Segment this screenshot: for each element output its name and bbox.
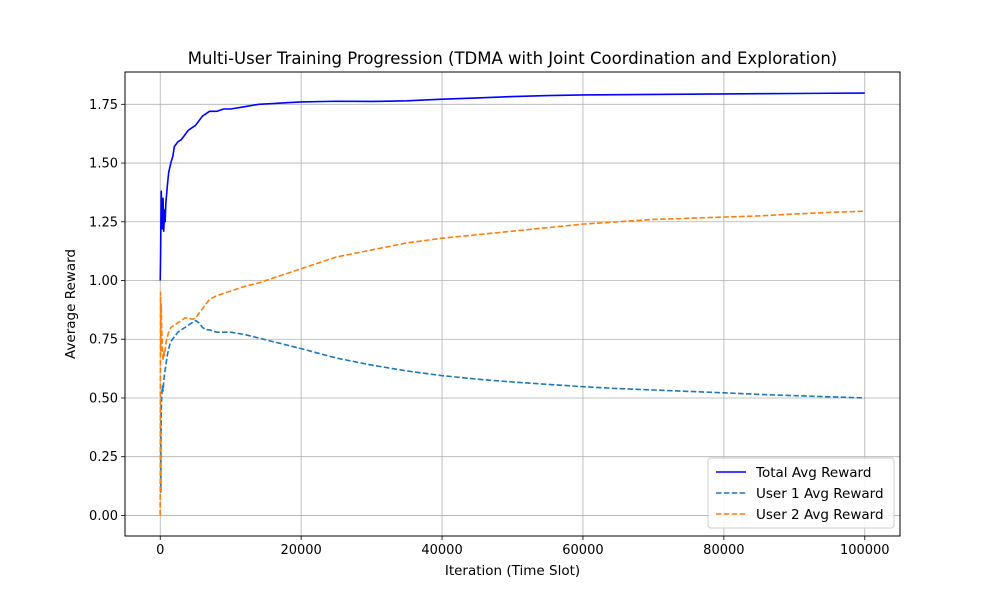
y-tick-label: 1.50 — [89, 157, 118, 172]
plot-frame — [124, 71, 901, 537]
y-tick-label: 0.00 — [89, 509, 118, 524]
x-tick-label: 40000 — [421, 543, 462, 558]
y-tick-label: 0.50 — [89, 391, 118, 406]
x-axis: 0 20000 40000 60000 80000 100000 — [156, 536, 890, 558]
x-tick-label: 100000 — [840, 543, 890, 558]
y-tick-label: 1.75 — [89, 98, 118, 113]
x-tick-label: 20000 — [280, 543, 321, 558]
y-axis: 0.00 0.25 0.50 0.75 1.00 1.25 1.50 1.75 — [89, 98, 125, 524]
x-tick-label: 60000 — [562, 543, 603, 558]
legend-label: Total Avg Reward — [755, 465, 871, 481]
chart-title: Multi-User Training Progression (TDMA wi… — [188, 49, 838, 68]
legend-label: User 1 Avg Reward — [756, 486, 884, 502]
series-line-1 — [159, 92, 865, 281]
x-axis-label: Iteration (Time Slot) — [445, 563, 580, 579]
legend-box — [707, 457, 895, 529]
y-tick-label: 0.25 — [89, 450, 118, 465]
x-tick-label: 0 — [156, 543, 164, 558]
y-axis-label: Average Reward — [63, 249, 79, 359]
y-tick-label: 0.75 — [89, 333, 118, 348]
series-lines — [159, 92, 865, 516]
x-tick-label: 80000 — [703, 543, 744, 558]
series-line-3 — [159, 210, 865, 516]
legend: Total Avg Reward User 1 Avg Reward User 2 … — [707, 457, 895, 529]
legend-label: User 2 Avg Reward — [756, 507, 884, 523]
y-tick-label: 1.00 — [89, 274, 118, 289]
y-tick-label: 1.25 — [89, 215, 118, 230]
series-line-2 — [159, 319, 865, 516]
